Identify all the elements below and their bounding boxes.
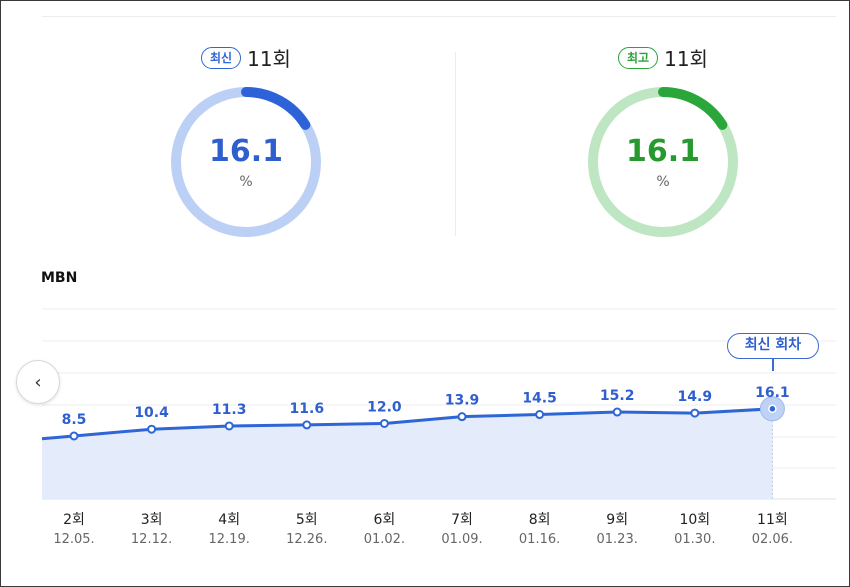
x-tick-date: 01.30. (674, 532, 716, 547)
x-tick-episode: 5회 (295, 512, 318, 528)
x-tick-episode: 3회 (140, 512, 163, 528)
x-tick-date: 01.09. (441, 532, 483, 547)
series-area (42, 408, 773, 499)
data-point (690, 408, 700, 418)
best-gauge-unit: % (656, 174, 670, 190)
x-axis: 2회 12.05. 3회 12.12. 4회 12.19. 5회 12.26. 6회 01.02.… (0, 510, 850, 560)
chevron-left-icon: ‹ (34, 371, 42, 393)
latest-badge: 최신 (201, 46, 242, 69)
x-tick: 4회 12.19. (194, 510, 264, 550)
data-label: 8.5 (62, 412, 87, 428)
data-label: 11.3 (212, 402, 247, 418)
x-tick-date: 01.02. (363, 532, 406, 547)
latest-episode-tag: 최신 회차 (727, 333, 819, 359)
best-gauge-value: 16.1 (625, 134, 701, 169)
data-point (535, 410, 545, 420)
data-label: 14.9 (678, 389, 713, 405)
x-tick: 10회 01.30. (660, 510, 730, 550)
data-label: 12.0 (367, 399, 402, 415)
data-label: 16.1 (755, 385, 790, 401)
x-tick: 5회 12.26. (272, 510, 342, 550)
data-point (147, 424, 157, 434)
latest-gauge (171, 87, 321, 237)
data-label: 10.4 (134, 405, 169, 421)
x-tick-episode: 9회 (606, 512, 629, 528)
channel-title: MBN (41, 270, 78, 286)
latest-episode: 11회 (247, 47, 291, 71)
data-point (224, 421, 234, 431)
best-episode: 11회 (664, 47, 708, 71)
x-tick: 6회 01.02. (349, 510, 419, 550)
x-tick-episode: 4회 (218, 512, 241, 528)
x-tick-date: 12.19. (208, 532, 250, 547)
x-tick: 11회 02.06. (737, 510, 807, 550)
latest-rating-card: 최신 11회 16.1 % (146, 40, 346, 240)
best-gauge (588, 87, 738, 237)
x-tick-episode: 2회 (63, 512, 85, 528)
x-tick: 3회 12.12. (117, 510, 187, 550)
x-tick-episode: 6회 (373, 512, 396, 528)
x-tick-date: 01.23. (596, 532, 638, 547)
latest-gauge-arc (241, 87, 311, 130)
prev-page-button[interactable]: ‹ (16, 360, 60, 404)
x-tick: 2회 12.05. (39, 510, 109, 550)
data-label: 14.5 (522, 391, 557, 407)
best-badge: 최고 (618, 46, 659, 69)
data-point (457, 412, 467, 422)
data-point (768, 404, 777, 414)
x-tick-date: 12.12. (130, 532, 173, 547)
x-tick: 9회 01.23. (582, 510, 652, 550)
data-point (69, 431, 79, 441)
x-tick-date: 02.06. (751, 532, 794, 547)
x-tick-episode: 8회 (528, 512, 551, 528)
top-rule (42, 16, 836, 17)
x-tick-episode: 10회 (679, 512, 711, 528)
data-point (612, 407, 622, 417)
x-tick: 8회 01.16. (505, 510, 575, 550)
summary-divider (455, 52, 456, 236)
data-point (302, 420, 312, 430)
data-label: 11.6 (290, 401, 325, 417)
latest-gauge-value: 16.1 (208, 134, 284, 169)
data-label: 15.2 (600, 388, 635, 404)
best-rating-card: 최고 11회 16.1 % (563, 40, 763, 240)
x-tick: 7회 01.09. (427, 510, 497, 550)
data-point (379, 418, 389, 428)
x-tick-date: 01.16. (518, 532, 561, 547)
x-tick-date: 12.05. (53, 532, 95, 547)
x-tick-date: 12.26. (286, 532, 328, 547)
latest-header: 최신 11회 (146, 43, 346, 73)
data-label: 13.9 (445, 393, 480, 409)
latest-tag-stem (772, 359, 774, 371)
latest-gauge-unit: % (239, 174, 253, 190)
x-tick-episode: 11회 (757, 512, 788, 528)
best-header: 최고 11회 (563, 43, 763, 73)
best-gauge-arc (658, 87, 728, 130)
x-tick-episode: 7회 (451, 512, 473, 528)
